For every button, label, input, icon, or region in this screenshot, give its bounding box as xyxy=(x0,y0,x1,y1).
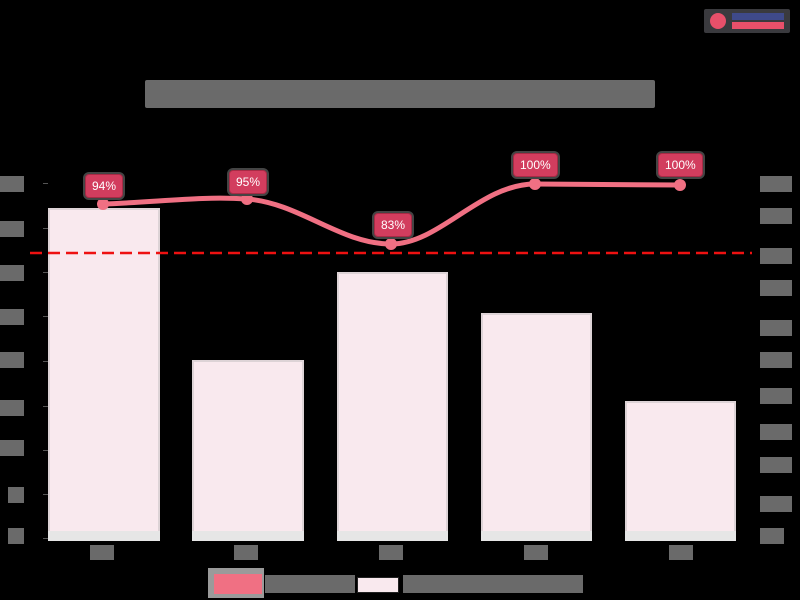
line-series-path xyxy=(100,181,683,247)
data-label: 95% xyxy=(229,170,268,194)
y-right-tick-label: 90% xyxy=(760,208,792,224)
bar-4 xyxy=(481,313,592,533)
logo-text-top xyxy=(732,13,784,20)
bar-base xyxy=(337,531,448,541)
y-right-tick-label: 100% xyxy=(760,176,792,192)
bar-2 xyxy=(192,360,304,533)
x-tick-label: Cat 4 xyxy=(524,545,548,560)
y-left-tick-label: 70 xyxy=(0,221,24,237)
y-left-tick-label: 60 xyxy=(0,265,24,281)
data-label: 100% xyxy=(513,153,558,177)
y-right-tick-label: 40% xyxy=(760,388,792,404)
y-left-tick-label: 30 xyxy=(0,400,24,416)
y-right-tick-label: 80% xyxy=(760,248,792,264)
y-right-tick-label: 10% xyxy=(760,496,792,512)
x-tick-label: Cat 2 xyxy=(234,545,258,560)
y-left-tick xyxy=(43,183,48,184)
y-left-tick-label: 20 xyxy=(0,440,24,456)
bar-base xyxy=(48,531,160,541)
y-left-tick xyxy=(43,538,48,539)
y-right-tick-label: 70% xyxy=(760,280,792,296)
bar-1 xyxy=(48,208,160,533)
bar-3 xyxy=(337,272,448,533)
y-left-tick-label: 0 xyxy=(8,528,24,544)
bar-5 xyxy=(625,401,736,533)
y-left-tick xyxy=(43,228,48,229)
line-point xyxy=(674,179,686,191)
y-right-tick-label: 0% xyxy=(760,528,784,544)
line-point xyxy=(97,198,109,210)
y-left-tick xyxy=(43,272,48,273)
x-tick-label: Cat 1 xyxy=(90,545,114,560)
y-right-tick-label: 50% xyxy=(760,352,792,368)
line-point xyxy=(241,193,253,205)
y-left-tick xyxy=(43,406,48,407)
logo-mark-icon xyxy=(710,13,726,29)
y-left-tick xyxy=(43,494,48,495)
y-left-tick xyxy=(43,316,48,317)
y-left-tick-label: 80 xyxy=(0,176,24,192)
x-tick-label: Cat 3 xyxy=(379,545,403,560)
legend-label-bar: Bar series (obscured) xyxy=(403,575,583,593)
y-left-tick-label: 50 xyxy=(0,309,24,325)
legend-label-line: Line series (obscured) xyxy=(265,575,355,593)
data-label: 100% xyxy=(658,153,703,177)
legend-swatch-line xyxy=(214,574,262,594)
y-right-tick-label: 60% xyxy=(760,320,792,336)
chart-title: Agent Onboarding Ratio 2019 (obscured) xyxy=(145,80,655,108)
data-label: 83% xyxy=(374,213,413,237)
bar-base xyxy=(192,531,304,541)
y-right-tick-label: 30% xyxy=(760,424,792,440)
y-right-tick-label: 20% xyxy=(760,457,792,473)
bar-base xyxy=(481,531,592,541)
data-label: 94% xyxy=(85,174,124,198)
y-left-tick xyxy=(43,450,48,451)
y-left-tick-label: 10 xyxy=(8,487,24,503)
y-left-tick-label: 40 xyxy=(0,352,24,368)
legend-swatch-bar xyxy=(357,577,399,593)
y-left-tick xyxy=(43,361,48,362)
line-point xyxy=(529,178,541,190)
logo-text-bottom xyxy=(732,22,784,29)
brand-logo xyxy=(704,9,790,33)
line-point xyxy=(385,238,397,250)
bar-base xyxy=(625,531,736,541)
x-tick-label: Cat 5 xyxy=(669,545,693,560)
